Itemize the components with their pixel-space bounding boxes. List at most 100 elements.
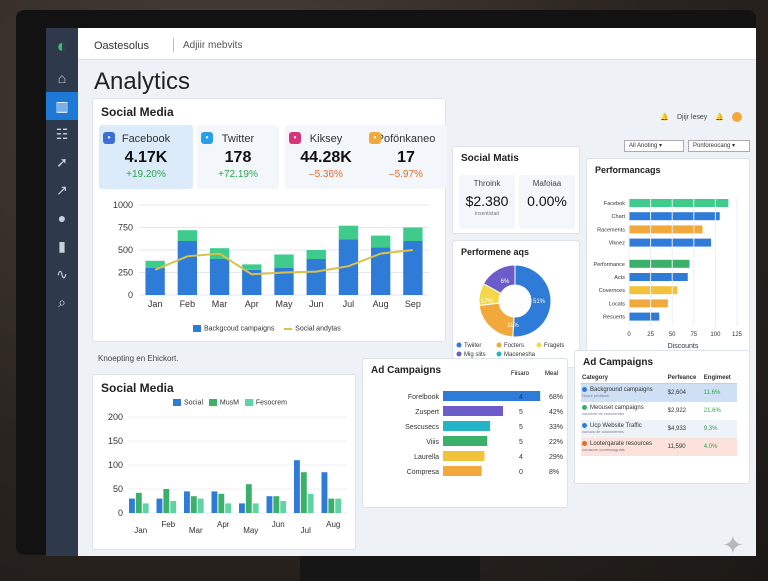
footnote-link[interactable]: Knoepting en Ehickort. [98, 354, 179, 363]
row-icon [582, 441, 587, 447]
filter-dropdown[interactable]: All Anoting ▾ [624, 140, 684, 152]
app-logo-icon[interactable]: ◐ [56, 36, 68, 56]
legend-label: MusM [219, 399, 239, 407]
notification-icon[interactable]: 🔔 [715, 114, 724, 121]
bar [321, 472, 328, 513]
analytics-icon[interactable]: ▥ [46, 92, 78, 120]
y-tick-label: Compresa [407, 469, 439, 476]
y-tick-label: 750 [118, 223, 133, 233]
legend-swatch [536, 342, 542, 348]
table-cell: 9.3% [703, 426, 718, 433]
slice-label: 11% [507, 323, 519, 329]
social-media-title: Social Media [101, 105, 174, 119]
y-tick-label: 1000 [113, 200, 133, 210]
y-tick-label: Viknez [609, 241, 626, 247]
bar [163, 489, 170, 513]
bar [328, 498, 335, 513]
tile-value: 17 [397, 149, 415, 166]
table-cell: $2,604 [667, 390, 687, 397]
row-icon [582, 423, 587, 429]
line-chart-icon[interactable]: ∿ [56, 266, 68, 282]
brand-name[interactable]: Oastesolus [94, 40, 150, 52]
bar [443, 451, 485, 461]
row-sub: conacom conmsssgnals [582, 447, 625, 453]
table-value: 29% [549, 454, 563, 461]
pie-slice [512, 264, 552, 338]
social-media-chart-title: Social Media [101, 381, 174, 395]
user-name[interactable]: Djijr lesey [676, 113, 708, 121]
legend-label: Social [184, 399, 204, 407]
row-name: Ucp Website Traffic [590, 423, 642, 430]
table-row[interactable]: Background campaigns Oucre prblitnce $2,60… [581, 383, 737, 403]
social-tile[interactable]: • Kiksey 44.28K –5.36% [285, 125, 367, 189]
tile-name: Pofönkaneo [376, 133, 436, 145]
ad-campaigns-title: Ad Campaigns [371, 365, 442, 376]
bar [170, 501, 177, 513]
bar [307, 493, 314, 513]
user-icon[interactable]: ● [57, 210, 67, 226]
trend-icon[interactable]: ↗ [56, 182, 68, 198]
user-bar: 🔔 Djijr lesey 🔔 [660, 112, 742, 122]
y-tick-label: 0 [118, 508, 123, 518]
table-row[interactable]: Looterqarate resources conacom conmsssgna… [581, 438, 737, 457]
x-axis-label: Discounts [668, 343, 699, 350]
bar [280, 501, 287, 513]
x-tick-label: 125 [732, 332, 743, 338]
search-icon[interactable]: ⌕ [58, 294, 66, 310]
series-line [154, 249, 413, 276]
avatar[interactable] [732, 112, 742, 122]
social-tile[interactable]: • Facebook 4.17K +19.20% [99, 125, 193, 189]
x-tick-label: 0 [627, 332, 631, 338]
monitor: ◐ ⌂ ▥ ☷ ➚ ↗ ● ▮ ∿ ⌕ Oastesolus Adjiir me… [16, 10, 756, 556]
legend-swatch [496, 351, 502, 357]
bar [403, 227, 423, 241]
legend-swatch [284, 327, 293, 330]
bar-chart-icon[interactable]: ▮ [58, 238, 66, 254]
bar [242, 269, 262, 295]
bar [629, 286, 678, 295]
users-icon[interactable]: ☷ [55, 126, 69, 142]
facebook-icon: • [103, 132, 115, 144]
stat-card: Throink $2.380 Insentistad [459, 175, 515, 229]
row-name: Background campaigns [590, 387, 653, 394]
table-value: 5 [519, 409, 523, 416]
ad-campaigns-bar-chart: Forelbook 4 68% Zuspert 5 42% Sescusecs 5 33% Vii… [405, 391, 563, 476]
x-tick-label: Jul [301, 526, 311, 535]
x-tick-label: 75 [690, 332, 697, 338]
row-name: Looterqarate resources [590, 441, 653, 448]
table-value: 0 [519, 469, 523, 476]
bar [443, 436, 488, 446]
filter-dropdown[interactable]: Ponforeocang ▾ [688, 140, 750, 152]
table-value: 33% [549, 424, 563, 431]
social-media-chart-card: Social Media Social MusM Fesocrem 200 150… [92, 374, 356, 550]
y-tick-label: 100 [108, 460, 123, 470]
table-value: 4 [519, 394, 523, 401]
chart-legend: Backgcoud campaigns Social andytas [193, 325, 341, 332]
y-tick-label: Zuspert [415, 409, 439, 416]
y-tick-label: Sescusecs [405, 424, 439, 431]
cursor-icon[interactable]: ➚ [56, 154, 68, 170]
table-row[interactable]: Ucp Website Traffic conuos de concccemes $… [581, 420, 737, 439]
social-matis-title: Social Matis [461, 153, 519, 164]
row-sub: Oucre prblitnce [582, 393, 610, 399]
bar [145, 268, 165, 295]
tile-value: 178 [224, 149, 252, 166]
stat-value: $2.380 [465, 193, 509, 209]
table-row[interactable]: Meouset campaigns coucene de conccemes $2,… [581, 402, 737, 421]
social-tile[interactable]: • Twitter 178 +72.19% [197, 125, 279, 189]
bar [218, 493, 225, 513]
legend-label: Fesocrem [255, 399, 287, 407]
breadcrumb[interactable]: Adjiir mebvits [183, 40, 243, 51]
home-icon[interactable]: ⌂ [57, 70, 67, 86]
bar [225, 503, 232, 513]
social-tile[interactable]: • Pofönkaneo 17 –5.97% [365, 125, 447, 189]
filter-value: Ponforeocang [693, 143, 731, 149]
bell-icon[interactable]: 🔔 [660, 114, 669, 121]
x-tick-label: Feb [161, 520, 175, 529]
social-media-bar-chart: 200 150 100 50 0 Jan Feb Mar Apr May Jun Jul Aug [108, 413, 347, 535]
bar [239, 503, 245, 513]
row-sub: coucene de conccemes [582, 411, 625, 417]
table-cell: $4,933 [667, 426, 687, 433]
x-tick-label: Mar [189, 526, 203, 535]
row-name: Meouset campaigns [590, 405, 644, 412]
